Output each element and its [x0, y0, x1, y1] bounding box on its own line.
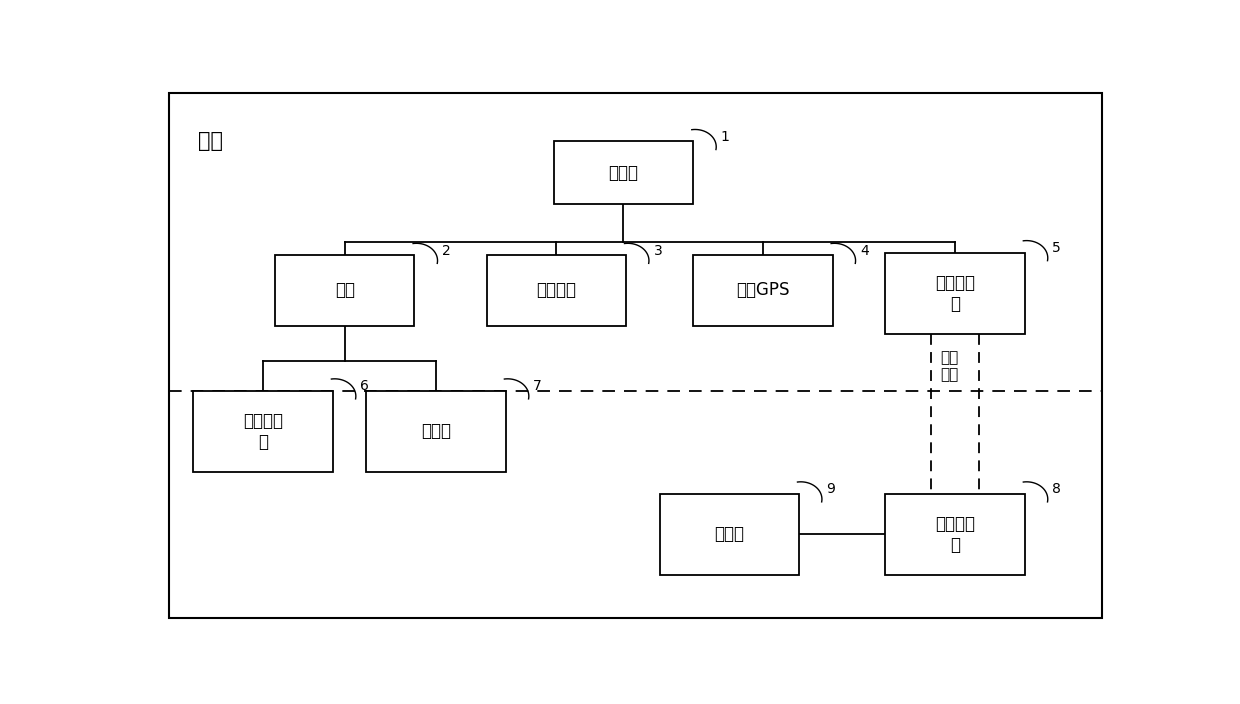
Bar	[367, 391, 506, 472]
Text: 地面: 地面	[198, 404, 223, 425]
Text: 数传天空
端: 数传天空 端	[935, 274, 975, 313]
Text: 激光传感
器: 激光传感 器	[243, 412, 283, 451]
Text: 7: 7	[533, 379, 542, 394]
Text: 3: 3	[653, 244, 662, 258]
Text: 机载GPS: 机载GPS	[737, 282, 790, 299]
Text: 天空: 天空	[198, 130, 223, 151]
Text: 数传地面
端: 数传地面 端	[935, 515, 975, 554]
Text: 无人机: 无人机	[609, 163, 639, 182]
Text: 5: 5	[1053, 241, 1061, 256]
Text: 主控模块: 主控模块	[536, 282, 577, 299]
Bar	[660, 494, 799, 575]
Text: 地面站: 地面站	[714, 525, 744, 543]
Text: 6: 6	[361, 379, 370, 394]
Text: 云台: 云台	[335, 282, 355, 299]
Text: 摄像机: 摄像机	[422, 422, 451, 441]
Bar	[554, 142, 693, 203]
Bar	[885, 253, 1024, 334]
Text: 8: 8	[1053, 482, 1061, 496]
Bar	[275, 256, 414, 326]
Text: 4: 4	[861, 244, 869, 258]
Text: 2: 2	[443, 244, 451, 258]
Text: 9: 9	[827, 482, 836, 496]
Bar	[885, 494, 1024, 575]
Text: 1: 1	[720, 130, 729, 144]
Bar	[193, 391, 332, 472]
Bar	[486, 256, 626, 326]
Text: 无线
传输: 无线 传输	[941, 350, 959, 382]
Bar	[693, 256, 832, 326]
